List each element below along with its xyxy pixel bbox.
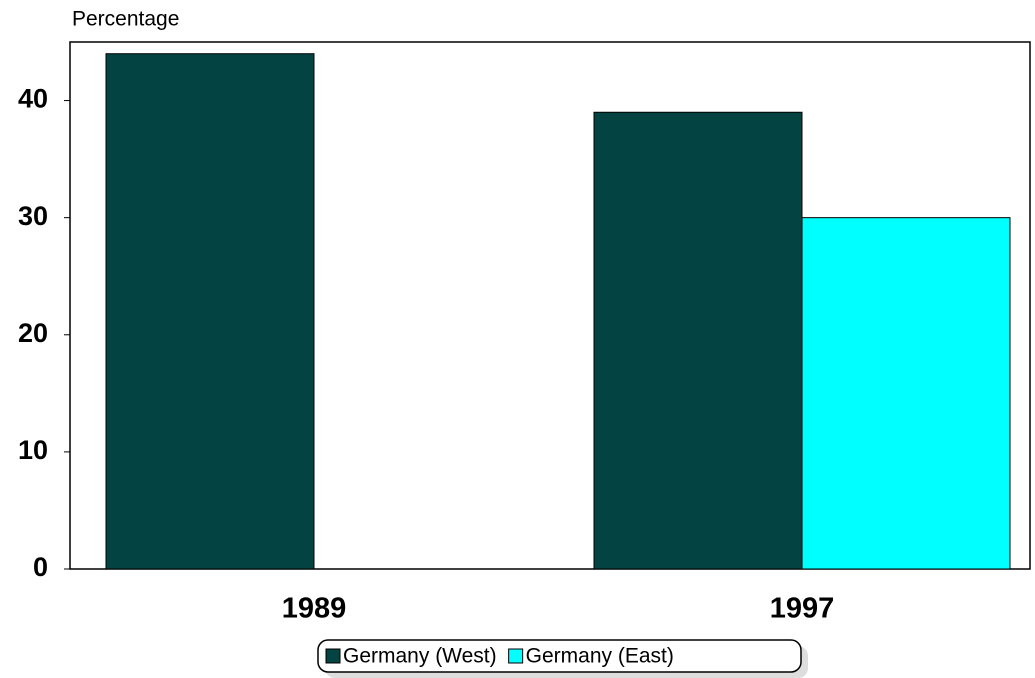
bar — [593, 111, 803, 570]
legend-label: Germany (East) — [526, 645, 674, 668]
x-tick-label: 1997 — [770, 593, 835, 625]
y-axis-label: Percentage — [72, 8, 179, 31]
y-tick-label: 30 — [18, 201, 48, 231]
y-tick-label: 40 — [18, 84, 48, 114]
x-tick-label: 1989 — [282, 593, 347, 625]
bar — [105, 53, 315, 570]
legend-swatch — [508, 648, 524, 664]
bar — [801, 217, 1011, 570]
legend-label: Germany (West) — [343, 645, 497, 668]
plot-frame — [69, 41, 1031, 570]
legend-swatch — [325, 648, 341, 664]
y-tick-label: 20 — [18, 318, 48, 348]
y-tick-label: 10 — [18, 435, 48, 465]
legend-box — [317, 639, 802, 673]
y-tick-label: 0 — [33, 552, 48, 582]
